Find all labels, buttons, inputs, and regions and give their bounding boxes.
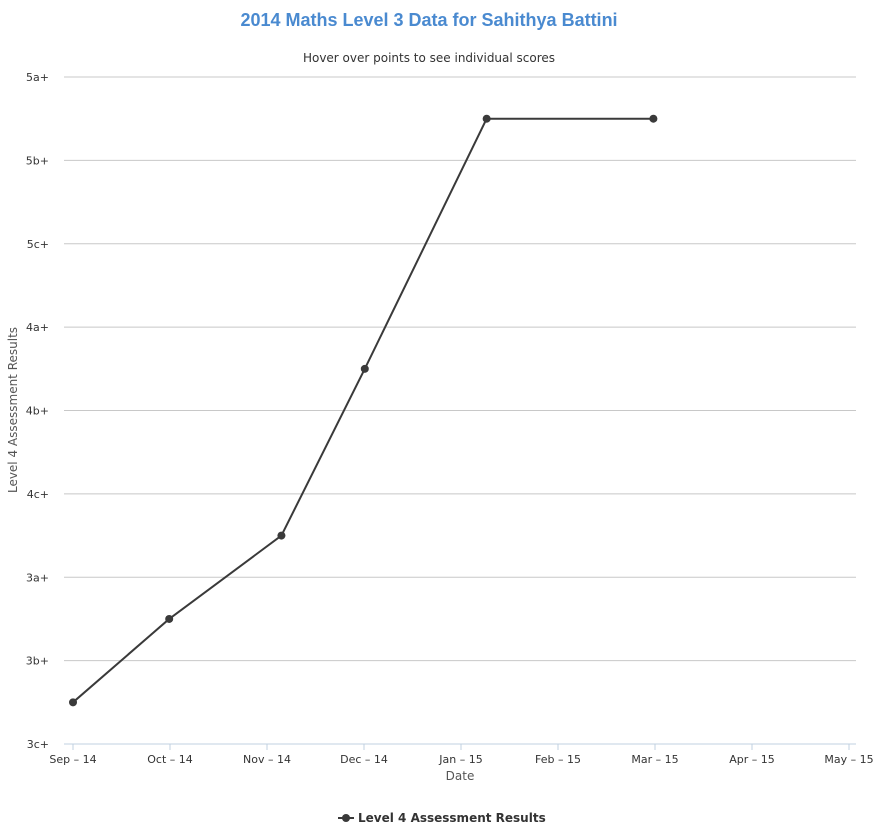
legend[interactable]: Level 4 Assessment Results (338, 811, 546, 825)
x-tick-label: Mar – 15 (631, 753, 678, 766)
y-tick-label: 3a+ (26, 571, 49, 584)
data-point[interactable] (69, 698, 77, 707)
y-tick-label: 4a+ (26, 321, 49, 334)
y-axis-ticks: 3c+ 3b+ 3a+ 4c+ 4b+ 4a+ 5c+ 5b+ 5a+ (26, 71, 49, 751)
data-point[interactable] (277, 531, 286, 540)
x-axis-title: Date (446, 769, 475, 783)
data-point[interactable] (482, 114, 491, 123)
x-tick-label: Oct – 14 (147, 753, 193, 766)
y-tick-label: 4c+ (27, 488, 49, 501)
y-tick-label: 4b+ (26, 405, 49, 418)
series-line (72, 117, 654, 704)
y-tick-label: 3c+ (27, 738, 49, 751)
y-tick-label: 5c+ (27, 238, 49, 251)
gridlines (64, 76, 856, 662)
x-tick-label: Apr – 15 (729, 753, 775, 766)
x-axis: Sep – 14 Oct – 14 Nov – 14 Dec – 14 Jan – 15… (49, 743, 874, 766)
x-tick-label: Sep – 14 (49, 753, 96, 766)
y-tick-label: 5b+ (26, 154, 49, 167)
y-tick-label: 5a+ (26, 71, 49, 84)
legend-marker-symbol (342, 814, 350, 822)
x-tick-label: Feb – 15 (535, 753, 581, 766)
data-point[interactable] (165, 614, 174, 623)
data-point[interactable] (360, 364, 369, 373)
series-layer (69, 114, 658, 707)
chart-title: 2014 Maths Level 3 Data for Sahithya Bat… (240, 10, 618, 30)
x-tick-label: May – 15 (824, 753, 873, 766)
legend-item-label: Level 4 Assessment Results (358, 811, 546, 825)
x-tick-label: Dec – 14 (340, 753, 388, 766)
chart-subtitle: Hover over points to see individual scor… (302, 51, 556, 65)
y-tick-label: 3b+ (26, 655, 49, 668)
x-tick-label: Jan – 15 (438, 753, 482, 766)
data-point[interactable] (649, 114, 658, 123)
x-tick-label: Nov – 14 (243, 753, 291, 766)
y-axis-title: Level 4 Assessment Results (6, 327, 20, 493)
